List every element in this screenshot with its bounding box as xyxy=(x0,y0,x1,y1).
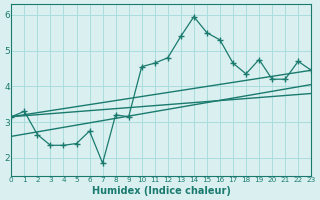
X-axis label: Humidex (Indice chaleur): Humidex (Indice chaleur) xyxy=(92,186,231,196)
